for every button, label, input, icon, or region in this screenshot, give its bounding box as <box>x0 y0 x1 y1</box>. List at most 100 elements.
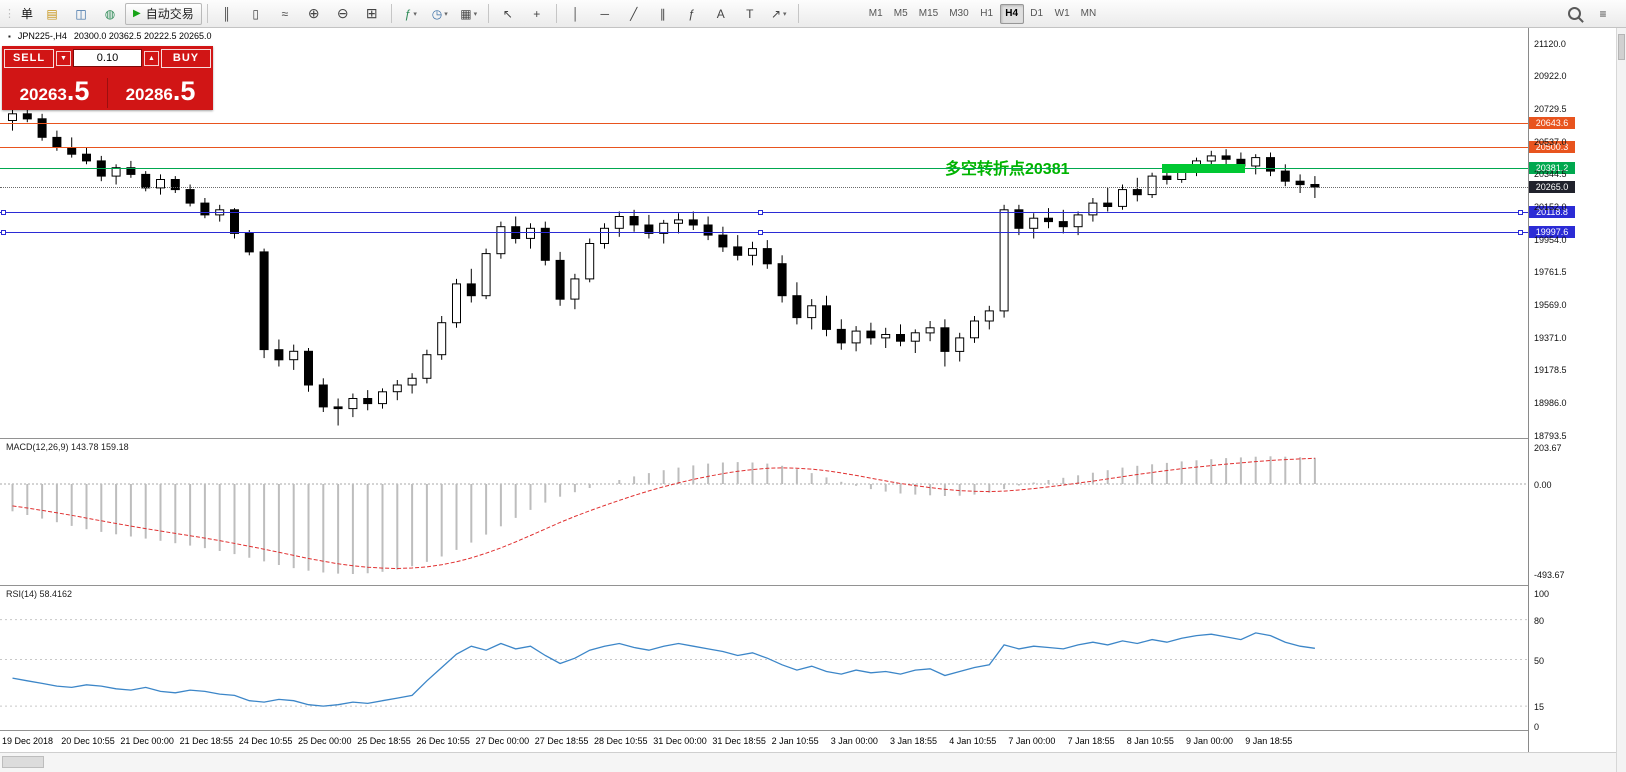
line-handle[interactable] <box>1518 230 1523 236</box>
templates-button[interactable]: ▦ ▾ <box>455 2 483 26</box>
trade-panel-prices: 20263.5 20286.5 <box>2 68 213 108</box>
text-tool-icon[interactable]: A <box>716 6 725 21</box>
symbol-info: ▪ JPN225-,H4 20300.0 20362.5 20222.5 202… <box>8 31 212 41</box>
trade-panel-top: SELL ▼ 0.10 ▲ BUY <box>2 46 213 68</box>
lot-size-input[interactable]: 0.10 <box>73 49 142 67</box>
toolbar-separator <box>555 4 557 23</box>
rsi-indicator <box>0 619 1528 707</box>
market-watch-icon[interactable]: ▤ <box>46 6 58 21</box>
price-axis[interactable]: 20643.6 20500.3 20381.2 20118.8 19997.6 20265… <box>1528 28 1616 772</box>
candlestick-chart <box>8 103 1320 426</box>
timeframe-h1[interactable]: H1 <box>980 8 994 19</box>
time-axis-label: 9 Jan 18:55 <box>1245 736 1293 746</box>
sell-price[interactable]: 20263.5 <box>2 78 108 108</box>
buy-button[interactable]: BUY <box>161 48 211 68</box>
timeframe-m1[interactable]: M1 <box>868 8 883 19</box>
lot-increase-button[interactable]: ▲ <box>144 50 159 66</box>
timeframe-w1[interactable]: W1 <box>1054 8 1070 19</box>
timeframe-d1[interactable]: D1 <box>1030 8 1044 19</box>
timeframe-m30[interactable]: M30 <box>949 8 969 19</box>
time-axis-label: 24 Dec 10:55 <box>238 736 293 746</box>
price-level-line[interactable] <box>0 147 1528 149</box>
line-handle[interactable] <box>1 230 6 236</box>
indicators-button[interactable]: ƒ ▾ <box>397 2 425 26</box>
price-level-badge: 20381.2 <box>1529 161 1575 174</box>
data-window-icon[interactable]: ◫ <box>75 6 87 21</box>
time-axis[interactable]: 19 Dec 2018 20 Dec 10:55 21 Dec 00:00 21 De… <box>0 731 1528 752</box>
time-axis-label: 4 Jan 10:55 <box>949 736 997 746</box>
autotrading-label: 自动交易 <box>145 7 194 21</box>
macd-scale-label: 0.00 <box>1534 480 1552 490</box>
autotrading-button[interactable]: ▶ 自动交易 <box>125 2 202 25</box>
price-axis-label: 20729.5 <box>1534 103 1567 114</box>
price-level-line[interactable] <box>0 232 1528 234</box>
zoom-in-icon[interactable]: ⊕ <box>307 5 320 21</box>
line-handle[interactable] <box>758 209 763 215</box>
toolbar-drag-handle: ⋮ <box>4 8 15 20</box>
toolbar-right-group: ≡ <box>1568 2 1623 26</box>
timeframe-h4[interactable]: H4 <box>999 3 1024 24</box>
cursor-icon[interactable]: ↖ <box>502 6 513 21</box>
timeframe-m5[interactable]: M5 <box>893 8 908 19</box>
time-axis-label: 27 Dec 00:00 <box>475 736 530 746</box>
horizontal-scrollbar-thumb[interactable] <box>2 756 44 768</box>
vertical-scrollbar-thumb[interactable] <box>1618 34 1625 60</box>
vertical-line-tool-icon[interactable]: │ <box>571 6 580 21</box>
periods-button[interactable]: ◷ ▾ <box>426 2 454 26</box>
navigator-icon[interactable]: ◍ <box>104 6 116 21</box>
zoom-out-icon[interactable]: ⊖ <box>336 5 349 21</box>
line-chart-icon[interactable]: ≈ <box>281 6 289 21</box>
price-level-line[interactable] <box>0 211 1528 213</box>
label-tool-icon[interactable]: T <box>746 6 754 21</box>
search-icon[interactable] <box>1568 7 1581 20</box>
horizontal-scrollbar[interactable] <box>0 752 1616 772</box>
macd-label: MACD(12,26,9) 143.78 159.18 <box>6 442 129 452</box>
price-level-badge: 19997.6 <box>1529 226 1575 239</box>
price-chart[interactable]: ▪ JPN225-,H4 20300.0 20362.5 20222.5 202… <box>0 28 1528 772</box>
price-level-badge: 20643.6 <box>1529 117 1575 130</box>
tile-windows-icon[interactable]: ⊞ <box>365 5 378 21</box>
sell-button[interactable]: SELL <box>4 48 54 68</box>
panel-separator <box>0 730 1616 731</box>
new-order-button[interactable]: 单 <box>17 3 37 25</box>
fibonacci-tool-icon[interactable]: ƒ <box>688 6 696 21</box>
horizontal-line-tool-icon[interactable]: ─ <box>600 6 609 21</box>
toolbar-separator <box>206 4 208 23</box>
buy-price[interactable]: 20286.5 <box>125 76 196 106</box>
line-handle[interactable] <box>1 209 6 215</box>
crosshair-icon[interactable]: + <box>533 6 541 21</box>
panel-separator[interactable] <box>0 585 1616 586</box>
menu-icon[interactable]: ≡ <box>1599 6 1607 21</box>
vertical-scrollbar[interactable] <box>1616 28 1626 772</box>
bar-chart-icon[interactable]: ║ <box>222 6 231 21</box>
rsi-scale-label: 80 <box>1534 615 1545 626</box>
one-click-trading-panel: SELL ▼ 0.10 ▲ BUY 20263.5 20286.5 <box>2 46 213 110</box>
toolbar-separator <box>487 4 489 23</box>
price-axis-label: 20152.0 <box>1534 201 1567 212</box>
channel-tool-icon[interactable]: ∥ <box>659 6 666 21</box>
candlestick-chart-icon[interactable]: ▯ <box>252 6 260 21</box>
chevron-down-icon: ▾ <box>413 10 417 18</box>
arrows-tool-button[interactable]: ↗ ▾ <box>765 2 793 26</box>
chevron-down-icon: ▾ <box>783 10 787 18</box>
timeframe-mn[interactable]: MN <box>1080 8 1097 19</box>
time-axis-label: 7 Jan 00:00 <box>1008 736 1056 746</box>
line-handle[interactable] <box>1518 209 1523 215</box>
trendline-tool-icon[interactable]: ╱ <box>630 6 638 21</box>
indicators-icon: ƒ <box>404 6 412 21</box>
rsi-scale-label: 0 <box>1534 722 1540 732</box>
price-level-line[interactable] <box>0 123 1528 125</box>
timeframe-m15[interactable]: M15 <box>918 8 939 19</box>
clock-icon: ◷ <box>431 6 443 21</box>
time-axis-label: 3 Jan 00:00 <box>830 736 878 746</box>
panel-separator[interactable] <box>0 438 1616 439</box>
price-axis-label: 19569.0 <box>1534 299 1567 310</box>
time-axis-label: 28 Dec 10:55 <box>594 736 648 746</box>
price-level-line[interactable] <box>0 167 1528 169</box>
chart-annotation[interactable]: 多空转折点20381 <box>945 161 1070 178</box>
time-axis-label: 3 Jan 18:55 <box>890 736 938 746</box>
lot-decrease-button[interactable]: ▼ <box>56 50 71 66</box>
highlight-segment[interactable] <box>1162 163 1246 173</box>
line-handle[interactable] <box>758 230 763 236</box>
